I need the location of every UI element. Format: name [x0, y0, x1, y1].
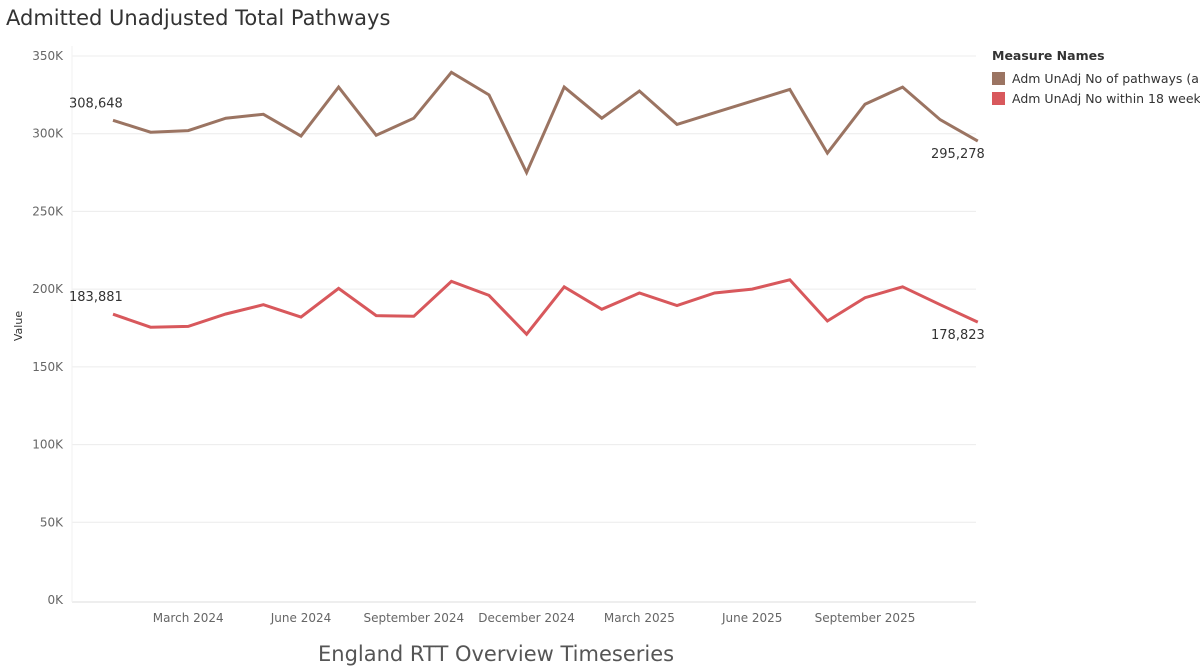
- x-tick-label: December 2024: [478, 611, 575, 625]
- legend-swatch-within-18-weeks: [992, 91, 1005, 105]
- y-tick-label: 50K: [40, 515, 64, 529]
- y-tick-label: 150K: [32, 360, 64, 374]
- data-point: [450, 71, 453, 74]
- y-tick-label: 300K: [32, 127, 64, 141]
- data-point: [300, 135, 303, 138]
- legend-item-within-18-weeks[interactable]: Adm UnAdj No within 18 weeks: [992, 88, 1200, 108]
- data-point: [788, 278, 791, 281]
- data-point: [939, 303, 942, 306]
- series-line-0: [112, 70, 979, 177]
- data-point: [112, 313, 115, 316]
- y-tick-label: 250K: [32, 204, 64, 218]
- data-point: [901, 285, 904, 288]
- y-tick-label: 350K: [32, 49, 64, 63]
- legend-item-all-pathways[interactable]: Adm UnAdj No of pathways (all): [992, 68, 1200, 88]
- data-point: [638, 292, 641, 295]
- data-point: [112, 119, 115, 122]
- data-labels: 308,648 295,278 183,881 178,823: [69, 96, 985, 343]
- data-label: 183,881: [69, 290, 123, 305]
- data-point: [563, 285, 566, 288]
- data-point: [375, 314, 378, 317]
- data-point: [788, 88, 791, 91]
- chart-title: Admitted Unadjusted Total Pathways: [6, 6, 391, 30]
- x-tick-label: June 2024: [270, 611, 332, 625]
- data-point: [751, 288, 754, 291]
- data-point: [638, 89, 641, 92]
- data-point: [262, 113, 265, 116]
- data-point: [488, 294, 491, 297]
- legend-label-all-pathways: Adm UnAdj No of pathways (all): [1012, 70, 1200, 86]
- data-point: [412, 315, 415, 318]
- data-point: [149, 131, 152, 134]
- data-point: [600, 308, 603, 311]
- data-point: [300, 316, 303, 319]
- x-tick-label: June 2025: [721, 611, 783, 625]
- data-point: [676, 304, 679, 307]
- data-point: [713, 292, 716, 295]
- data-point: [149, 326, 152, 329]
- legend-title: Measure Names: [992, 48, 1105, 63]
- x-tick-label: March 2024: [153, 611, 224, 625]
- legend-swatch-all-pathways: [992, 71, 1005, 85]
- data-point: [224, 117, 227, 120]
- data-point: [751, 100, 754, 103]
- data-point: [187, 129, 190, 132]
- data-point: [600, 117, 603, 120]
- data-label: 178,823: [931, 328, 985, 343]
- data-label: 308,648: [69, 96, 123, 111]
- data-point: [976, 140, 979, 143]
- legend-label-within-18-weeks: Adm UnAdj No within 18 weeks: [1012, 90, 1200, 106]
- y-tick-label: 0K: [47, 593, 64, 607]
- gridlines: [72, 55, 976, 523]
- series-line-1: [112, 278, 979, 337]
- data-point: [939, 118, 942, 121]
- data-point: [864, 103, 867, 106]
- data-point: [337, 287, 340, 290]
- data-point: [563, 86, 566, 89]
- x-tick-label: March 2025: [604, 611, 675, 625]
- y-tick-label: 100K: [32, 438, 64, 452]
- data-point: [676, 123, 679, 126]
- data-point: [826, 320, 829, 323]
- data-point: [901, 86, 904, 89]
- data-point: [187, 325, 190, 328]
- data-point: [525, 171, 528, 174]
- x-tick-label: September 2025: [815, 611, 916, 625]
- data-point: [488, 93, 491, 96]
- x-tick-label: September 2024: [363, 611, 464, 625]
- data-point: [976, 321, 979, 324]
- data-point: [337, 86, 340, 89]
- data-point: [224, 313, 227, 316]
- data-point: [375, 134, 378, 137]
- data-point: [525, 333, 528, 336]
- data-point: [450, 280, 453, 283]
- y-tick-label: 200K: [32, 282, 64, 296]
- data-label: 295,278: [931, 147, 985, 162]
- data-point: [826, 152, 829, 155]
- y-axis-title: Value: [12, 311, 25, 341]
- axes: 0K 50K 100K 150K 200K 250K 300K 350K March 2024 J…: [32, 46, 976, 625]
- data-point: [713, 111, 716, 114]
- data-point: [262, 303, 265, 306]
- data-point: [412, 117, 415, 120]
- footer-title: England RTT Overview Timeseries: [318, 642, 675, 666]
- legend: Measure Names Adm UnAdj No of pathways (…: [992, 48, 1200, 108]
- data-point: [864, 296, 867, 299]
- series-lines: [112, 70, 979, 337]
